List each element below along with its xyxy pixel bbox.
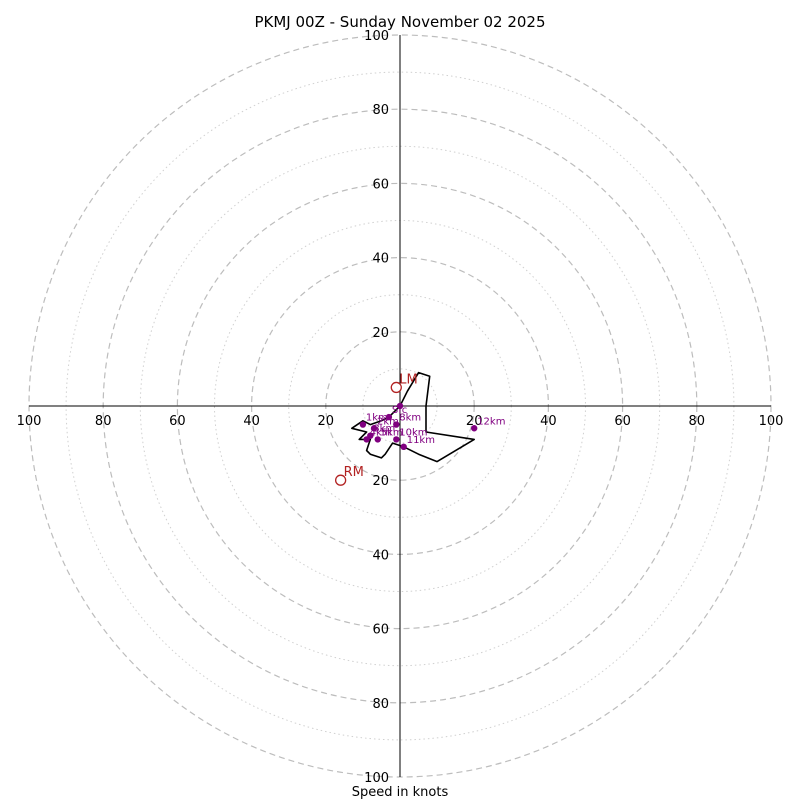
tick-label-south-100: 100 <box>364 771 389 786</box>
tick-label-east-100: 100 <box>759 414 784 429</box>
tick-label-north-80: 80 <box>372 103 389 118</box>
tick-label-east-40: 40 <box>540 414 557 429</box>
storm-motion-marker-rm <box>334 474 347 486</box>
tick-label-west-20: 20 <box>318 414 335 429</box>
tick-label-west-60: 60 <box>169 414 186 429</box>
tick-label-north-40: 40 <box>372 252 389 267</box>
tick-label-north-20: 20 <box>372 326 389 341</box>
height-label-4: 3km <box>373 424 395 435</box>
tick-label-south-40: 40 <box>372 548 389 563</box>
height-point-5 <box>363 436 370 443</box>
height-label-7: 8km <box>399 413 421 424</box>
tick-label-east-20: 20 <box>466 414 483 429</box>
height-label-8: 10km <box>399 427 427 438</box>
storm-motion-marker-lm <box>390 381 402 394</box>
chart-title: PKMJ 00Z - Sunday November 02 2025 <box>254 13 545 31</box>
tick-label-east-60: 60 <box>614 414 631 429</box>
height-point-3 <box>370 425 378 432</box>
tick-labels: 20 20 20 20 40 40 40 40 60 60 60 60 80 80 80 80 100 100 10… <box>17 29 784 786</box>
height-label-3: 2km <box>377 416 399 427</box>
height-point-8 <box>393 436 400 443</box>
tick-label-west-100: 100 <box>17 414 42 429</box>
height-label-10: 12km <box>477 416 505 427</box>
height-point-9 <box>400 443 407 451</box>
x-axis-label: Speed in knots <box>352 785 449 800</box>
height-label-2: 1km <box>366 413 388 424</box>
tick-label-north-60: 60 <box>372 177 389 192</box>
storm-motion-label-lm: LM <box>399 372 417 387</box>
tick-label-west-40: 40 <box>243 414 260 429</box>
tick-label-east-80: 80 <box>689 414 706 429</box>
height-point-1 <box>385 413 393 421</box>
hodograph-trace <box>351 371 475 463</box>
tick-label-west-80: 80 <box>95 414 112 429</box>
storm-motion-label-rm: RM <box>344 465 364 480</box>
height-label-6: 5km <box>381 427 403 438</box>
height-point-7 <box>393 421 400 428</box>
height-point-6 <box>374 436 381 443</box>
tick-label-north-100: 100 <box>364 29 389 44</box>
height-point-0 <box>396 402 404 410</box>
hodograph-line <box>351 371 475 463</box>
tick-label-south-20: 20 <box>372 474 389 489</box>
height-label-1: Sfc <box>392 405 407 416</box>
height-point-10 <box>471 425 478 432</box>
height-label-9: 11km <box>407 435 435 446</box>
height-label-5: 4km <box>370 427 392 438</box>
tick-label-south-80: 80 <box>372 697 389 712</box>
height-point-2 <box>359 421 367 428</box>
storm-motion-markers: LM RM <box>334 372 418 486</box>
tick-label-south-60: 60 <box>372 623 389 638</box>
